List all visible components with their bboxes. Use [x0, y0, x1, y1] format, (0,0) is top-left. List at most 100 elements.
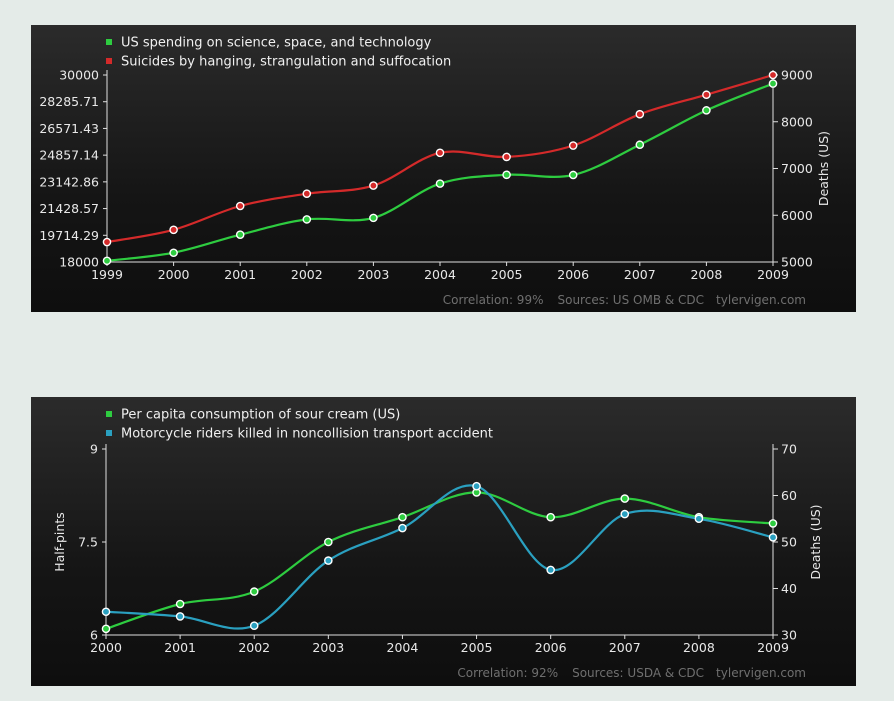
right-tick-label: 8000	[781, 114, 813, 129]
x-tick-label: 2008	[690, 267, 722, 282]
data-point	[169, 248, 178, 258]
data-point	[502, 170, 511, 180]
site-label: tylervigen.com	[716, 293, 806, 307]
x-tick-label: 2004	[387, 640, 419, 655]
data-point	[102, 237, 112, 247]
series-line	[105, 484, 774, 630]
x-tick-label: 2004	[424, 267, 456, 282]
left-axis-label: Half-pints	[52, 512, 67, 572]
legend-label: US spending on science, space, and techn…	[121, 36, 432, 51]
data-point	[620, 509, 630, 519]
right-tick-label: 50	[781, 535, 797, 550]
legend-label: Motorcycle riders killed in noncollision…	[121, 427, 493, 442]
data-point	[101, 607, 111, 617]
data-point	[101, 624, 111, 634]
data-point	[102, 256, 112, 266]
right-tick-label: 7000	[781, 161, 813, 176]
data-point	[169, 225, 178, 235]
data-point	[472, 481, 481, 491]
data-point	[369, 181, 378, 190]
data-point	[635, 140, 645, 150]
right-tick-label: 30	[781, 628, 797, 643]
chart-panel-spending-suicides: 18000 19714.29 21428.57 23142.86 24857.14 265…	[31, 25, 856, 312]
legend-swatch	[106, 411, 112, 417]
data-point	[398, 512, 407, 522]
correlation-label: Correlation: 99%	[443, 293, 544, 307]
footer-text: Correlation: 92% Sources: USDA & CDC tyler…	[457, 666, 806, 680]
left-tick-label: 26571.43	[39, 121, 99, 136]
x-tick-label: 2009	[757, 640, 789, 655]
legend-swatch	[106, 39, 112, 45]
correlation-label: Correlation: 92%	[457, 666, 558, 680]
data-point	[768, 519, 778, 528]
x-tick-label: 2005	[461, 640, 493, 655]
x-tick-label: 2009	[757, 267, 789, 282]
left-tick-label: 28285.71	[39, 94, 99, 109]
data-point	[369, 213, 378, 223]
site-label: tylervigen.com	[716, 666, 806, 680]
data-point	[694, 514, 704, 524]
chart-panel-sourcream-motorcycle: 6 7.5 9 30 40 50 60 70 2000 2001 2002 2003 2004 2005 2…	[31, 397, 856, 686]
data-point	[546, 565, 555, 575]
data-point	[768, 70, 778, 80]
x-tick-label: 1999	[91, 267, 123, 282]
data-point	[568, 170, 578, 180]
legend-label: Per capita consumption of sour cream (US…	[121, 408, 400, 423]
data-point	[324, 556, 333, 565]
data-point	[546, 512, 555, 522]
sources-label: Sources: US OMB & CDC	[557, 293, 704, 307]
data-point	[620, 494, 630, 503]
data-point	[435, 148, 445, 158]
right-tick-label: 60	[781, 488, 797, 503]
data-point	[502, 152, 511, 162]
series-line	[106, 73, 774, 244]
x-tick-label: 2000	[158, 267, 190, 282]
right-tick-label: 40	[781, 581, 797, 596]
sources-label: Sources: USDA & CDC	[572, 666, 704, 680]
data-point	[324, 537, 333, 547]
x-tick-label: 2001	[224, 267, 256, 282]
data-point	[235, 201, 245, 211]
legend-swatch	[106, 58, 112, 64]
x-tick-label: 2000	[90, 640, 122, 655]
data-point	[702, 90, 711, 100]
x-tick-label: 2007	[609, 640, 641, 655]
x-tick-label: 2003	[312, 640, 344, 655]
left-tick-label: 21428.57	[39, 201, 99, 216]
data-point	[235, 230, 245, 239]
left-tick-label: 7.5	[78, 535, 98, 550]
series-line	[106, 82, 774, 262]
left-tick-label: 18000	[59, 255, 99, 270]
x-tick-label: 2005	[491, 267, 523, 282]
x-tick-label: 2007	[624, 267, 656, 282]
footer-text: Correlation: 99% Sources: US OMB & CDC tyl…	[443, 293, 806, 307]
x-tick-label: 2002	[291, 267, 323, 282]
data-point	[768, 533, 778, 542]
left-tick-label: 24857.14	[39, 148, 99, 163]
right-tick-label: 5000	[781, 255, 813, 270]
data-point	[175, 612, 185, 621]
legend-swatch	[106, 430, 112, 436]
chart-sourcream-motorcycle: 6 7.5 9 30 40 50 60 70 2000 2001 2002 2003 2004 2005 2…	[52, 408, 823, 681]
right-axis-label: Deaths (US)	[816, 131, 831, 206]
left-tick-label: 23142.86	[39, 174, 99, 189]
x-tick-label: 2003	[357, 267, 389, 282]
right-axis-label: Deaths (US)	[808, 504, 823, 579]
data-point	[702, 106, 711, 115]
data-point	[249, 587, 259, 596]
chart-spending-suicides: 18000 19714.29 21428.57 23142.86 24857.14 265…	[39, 36, 831, 308]
data-point	[435, 179, 445, 188]
x-tick-label: 2006	[557, 267, 589, 282]
x-tick-label: 2002	[238, 640, 270, 655]
data-point	[398, 523, 407, 533]
data-point	[568, 141, 578, 150]
right-tick-label: 9000	[781, 68, 813, 83]
left-tick-label: 19714.29	[39, 228, 99, 243]
legend-label: Suicides by hanging, strangulation and s…	[121, 55, 451, 70]
left-tick-label: 9	[90, 442, 98, 457]
data-point	[302, 215, 312, 224]
x-tick-label: 2006	[535, 640, 567, 655]
series-line	[105, 491, 774, 630]
left-tick-label: 30000	[59, 68, 99, 83]
